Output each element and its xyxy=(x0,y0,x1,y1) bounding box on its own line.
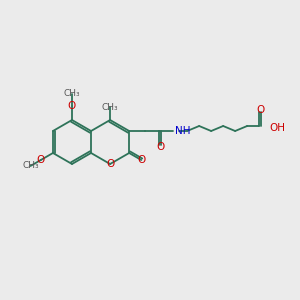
Text: NH: NH xyxy=(175,126,191,136)
Text: O: O xyxy=(106,159,114,169)
Text: O: O xyxy=(37,155,45,165)
Text: CH₃: CH₃ xyxy=(102,103,118,112)
Text: O: O xyxy=(156,142,164,152)
Text: O: O xyxy=(256,105,264,115)
Text: O: O xyxy=(137,155,146,165)
Text: CH₃: CH₃ xyxy=(22,161,39,170)
Text: CH₃: CH₃ xyxy=(64,89,80,98)
Text: O: O xyxy=(68,101,76,111)
Text: OH: OH xyxy=(269,123,285,133)
